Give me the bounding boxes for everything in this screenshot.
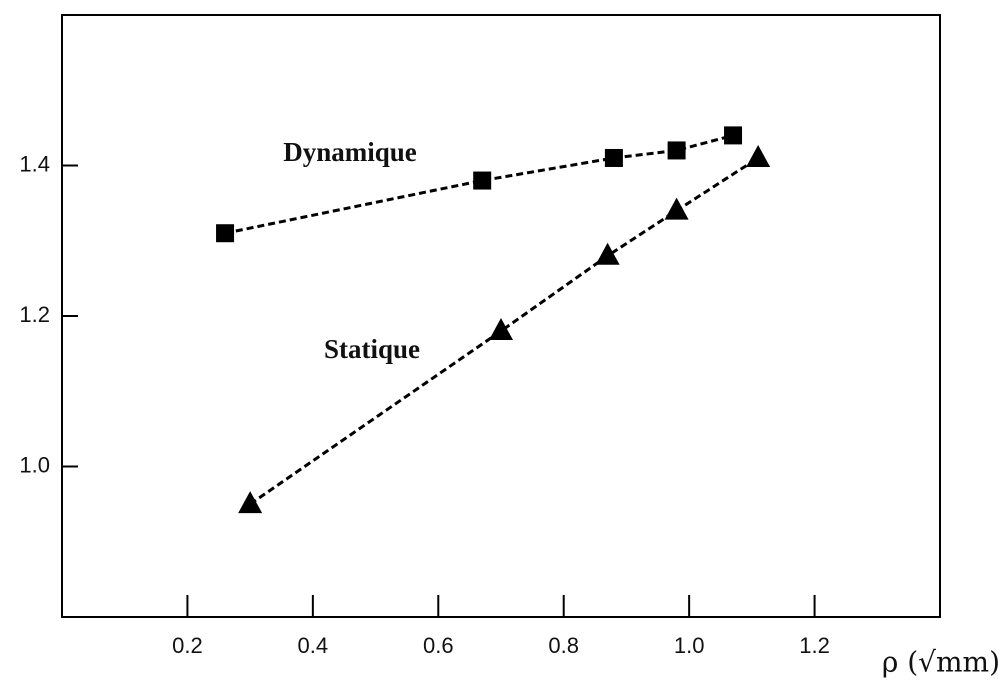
x-axis-label: ρ (√mm) [882, 646, 1000, 679]
x-tick-label: 1.2 [799, 633, 830, 658]
marker [238, 491, 263, 514]
plot-frame [61, 14, 941, 618]
marker [216, 224, 235, 243]
y-tick-label: 1.2 [19, 302, 50, 327]
marker [664, 197, 689, 220]
marker [473, 171, 492, 190]
marker [724, 126, 743, 145]
x-tick-label: 0.4 [298, 633, 329, 658]
marker [667, 141, 686, 160]
x-tick-label: 1.0 [674, 633, 705, 658]
marker [604, 148, 623, 167]
y-tick-label: 1.4 [19, 151, 50, 176]
y-tick-label: 1.0 [19, 452, 50, 477]
x-tick-label: 0.2 [172, 633, 203, 658]
series-label: Statique [324, 334, 420, 364]
marker [746, 144, 771, 167]
x-tick-label: 0.6 [423, 633, 454, 658]
marker [489, 318, 513, 341]
x-tick-label: 0.8 [548, 633, 579, 658]
marker [595, 242, 620, 265]
series-label: Dynamique [283, 137, 417, 167]
